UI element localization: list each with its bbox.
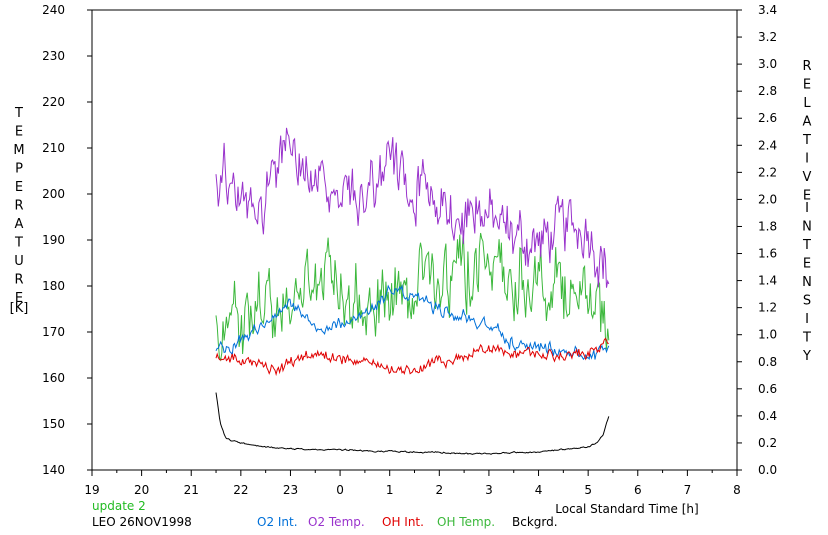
left-tick-label: 190 [42,233,65,247]
x-tick-label: 8 [733,483,741,497]
right-tick-label: 1.8 [758,219,777,233]
right-tick-label: 2.6 [758,111,777,125]
right-label-letter: E [803,189,811,204]
right-label-letter: S [803,294,811,309]
station-annotation: LEO 26NOV1998 [92,515,192,529]
left-label-letter: R [14,199,23,214]
legend-entry: Bckgrd. [512,515,558,529]
right-label-letter: I [805,312,809,327]
right-label-letter: N [802,220,812,235]
left-tick-label: 210 [42,141,65,155]
left-label-letter: E [15,125,23,140]
right-label-letter: L [803,96,811,111]
left-label-letter: T [14,106,23,121]
x-tick-label: 5 [584,483,592,497]
series-line-oh-int [215,337,609,377]
left-tick-label: 160 [42,371,65,385]
left-label-letter: A [15,217,24,232]
right-label-letter: E [803,257,811,272]
right-label-letter: Y [802,349,811,364]
right-label-letter: T [802,238,811,253]
right-tick-label: 0.6 [758,382,777,396]
right-label-letter: A [803,115,812,130]
x-tick-label: 7 [684,483,692,497]
right-tick-label: 2.4 [758,138,777,152]
x-tick-label: 22 [233,483,248,497]
right-label-letter: T [802,331,811,346]
x-tick-label: 19 [84,483,99,497]
left-label-letter: U [14,254,24,269]
left-tick-label: 230 [42,49,65,63]
series-line-o2-temp [215,127,610,288]
left-label-letter: E [15,291,23,306]
series-layer [215,127,610,455]
plot-frame [91,9,738,471]
right-label-letter: I [805,201,809,216]
left-tick-label: 150 [42,417,65,431]
left-tick-label: 140 [42,463,65,477]
left-label-letter: R [14,273,23,288]
left-label-letter: M [13,143,24,158]
x-axis: 19 20 21 22 23 0 1 2 3 4 5 6 7 8 [84,470,741,497]
legend: O2 Int. O2 Temp. OH Int. OH Temp. Bckgrd. [257,515,558,529]
right-tick-label: 2.0 [758,192,777,206]
right-tick-label: 1.0 [758,328,777,342]
x-tick-label: 6 [634,483,642,497]
right-tick-label: 0.0 [758,463,777,477]
left-tick-label: 220 [42,95,65,109]
left-tick-label: 180 [42,279,65,293]
right-label-letter: R [802,59,811,74]
right-tick-label: 1.4 [758,274,777,288]
x-tick-label: 0 [336,483,344,497]
x-tick-label: 21 [184,483,199,497]
series-line-bckgrd [215,392,610,455]
x-tick-label: 20 [134,483,149,497]
left-axis: 140 150 160 170 180 190 200 210 220 230 240 [42,3,92,477]
right-tick-label: 1.6 [758,247,777,261]
right-tick-label: 0.2 [758,436,777,450]
right-tick-label: 3.0 [758,57,777,71]
left-tick-label: 200 [42,187,65,201]
left-axis-unit: [K] [10,301,29,316]
x-tick-label: 4 [535,483,543,497]
right-label-letter: T [802,133,811,148]
update-annotation: update 2 [92,499,146,513]
right-label-letter: N [802,275,812,290]
right-tick-label: 2.8 [758,84,777,98]
x-tick-label: 3 [485,483,493,497]
legend-entry: OH Int. [382,515,424,529]
x-tick-label: 2 [435,483,443,497]
right-tick-label: 1.2 [758,301,777,315]
legend-entry: O2 Int. [257,515,298,529]
right-tick-label: 3.4 [758,3,777,17]
right-axis: 0.0 0.2 0.4 0.6 0.8 1.0 1.2 1.4 1.6 1.8 2.0 2.2 2.4 2… [737,3,777,477]
series-line-o2-int [215,284,610,361]
x-axis-label: Local Standard Time [h] [555,502,698,516]
left-tick-label: 240 [42,3,65,17]
legend-entry: O2 Temp. [308,515,365,529]
right-label-letter: I [805,152,809,167]
left-label-letter: P [15,162,23,177]
x-tick-label: 1 [386,483,394,497]
right-tick-label: 3.2 [758,30,777,44]
legend-entry: OH Temp. [437,515,495,529]
right-label-letter: V [803,170,812,185]
series-line-oh-temp [215,230,610,362]
right-label-letter: E [803,78,811,93]
right-tick-label: 2.2 [758,165,777,179]
left-label-letter: T [14,236,23,251]
right-tick-label: 0.4 [758,409,777,423]
left-label-letter: E [15,180,23,195]
x-tick-label: 23 [283,483,298,497]
right-tick-label: 0.8 [758,355,777,369]
left-tick-label: 170 [42,325,65,339]
